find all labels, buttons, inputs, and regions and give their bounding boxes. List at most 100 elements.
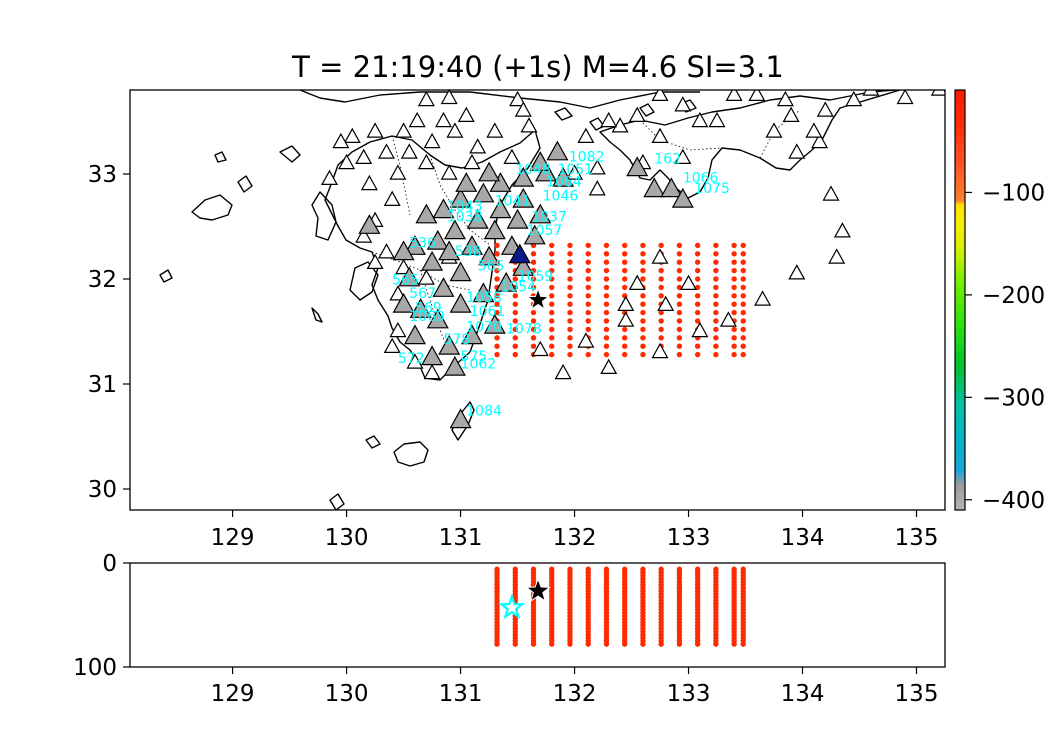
depth-grid-point: [640, 641, 646, 647]
grid-point: [567, 242, 573, 249]
station-marker: [600, 111, 618, 128]
grid-point: [512, 351, 518, 358]
grid-point: [658, 267, 664, 274]
grid-point: [658, 242, 664, 249]
station-marker: [588, 180, 606, 196]
station-label: 1041: [495, 194, 531, 210]
grid-point: [512, 301, 518, 307]
x-tick-label: 132: [553, 525, 597, 551]
grid-point: [640, 267, 646, 274]
grid-point: [494, 343, 500, 349]
grid-point: [731, 301, 737, 307]
grid-point: [640, 259, 646, 265]
grid-point: [585, 267, 591, 274]
grid-point: [567, 326, 573, 333]
grid-point: [603, 309, 610, 316]
station-marker-triggered: [443, 355, 466, 376]
station-marker-triggered: [460, 324, 484, 345]
grid-point: [621, 276, 628, 282]
grid-point: [494, 276, 500, 282]
station-label: 1082: [569, 149, 605, 165]
station-marker: [469, 138, 487, 154]
station-marker-triggered: [438, 334, 461, 355]
grid-point: [640, 309, 646, 316]
grid-point: [585, 284, 591, 291]
station-marker: [611, 117, 629, 133]
station-marker: [343, 127, 361, 143]
station-marker: [651, 90, 669, 102]
grid-point: [713, 351, 719, 358]
station-label: 1046: [543, 188, 579, 204]
grid-point: [549, 293, 555, 299]
station-marker: [754, 290, 772, 306]
station-marker: [423, 363, 441, 380]
grid-point: [603, 301, 610, 307]
grid-point: [603, 293, 610, 299]
station-marker: [719, 311, 737, 327]
station-marker-triggered: [426, 229, 449, 250]
grid-point: [740, 242, 746, 249]
depth-grid-point: [676, 641, 683, 647]
depth-grid-point: [567, 641, 573, 647]
coastline-koshiki: [311, 307, 323, 323]
grid-point: [603, 335, 610, 341]
station-marker-triggered: [529, 151, 552, 171]
station-marker-triggered: [483, 219, 506, 240]
grid-point: [567, 251, 573, 257]
station-marker-triggered: [432, 198, 455, 219]
grid-point: [567, 351, 573, 358]
station-marker-triggered: [489, 198, 512, 219]
grid-point: [585, 293, 591, 299]
grid-point: [567, 309, 573, 316]
grid-point: [694, 267, 701, 274]
map-x-axis: 129 130 131 132 133 134 135: [211, 510, 938, 551]
grid-point: [740, 276, 746, 282]
station-marker: [845, 90, 863, 107]
station-marker: [423, 132, 441, 149]
grid-point: [530, 318, 537, 324]
station-marker-triggered: [455, 172, 478, 192]
grid-point: [694, 309, 701, 316]
station-marker-triggered: [472, 282, 495, 303]
depth-background: [130, 563, 945, 667]
station-label: 536: [409, 236, 436, 252]
grid-point: [676, 251, 683, 257]
grid-point: [713, 284, 719, 291]
grid-point: [549, 251, 555, 257]
station-marker: [782, 106, 800, 123]
station-label: 1061: [470, 304, 506, 320]
station-marker: [811, 132, 829, 149]
grid-point: [512, 276, 518, 282]
grid-point: [731, 267, 737, 274]
grid-point: [494, 293, 500, 299]
grid-point: [549, 335, 555, 341]
grid-point: [676, 351, 683, 358]
station-marker: [417, 269, 435, 285]
station-marker-triggered: [460, 235, 484, 255]
grid-point: [713, 251, 719, 257]
station-marker-triggered: [472, 182, 495, 203]
station-marker: [400, 143, 418, 159]
station-marker-triggered: [398, 266, 421, 287]
grid-point: [585, 259, 591, 265]
grid-point: [640, 343, 646, 349]
station-marker-triggered: [534, 161, 558, 182]
grid-point: [731, 309, 737, 316]
depth-x-axis: 129 130 131 132 133 134 135: [211, 667, 938, 707]
grid-point: [549, 284, 555, 291]
grid-point: [731, 335, 737, 341]
station-marker-triggered: [443, 219, 466, 240]
station-marker: [440, 164, 458, 180]
station-marker: [565, 164, 584, 180]
station-label: 1064: [546, 175, 582, 191]
grid-point: [494, 251, 500, 257]
depth-content: [494, 566, 746, 647]
grid-point: [530, 267, 537, 274]
station-label: 1084: [466, 404, 502, 420]
grid-point: [731, 259, 737, 265]
station-marker: [765, 122, 783, 138]
grid-point: [603, 326, 610, 333]
station-marker: [788, 143, 806, 159]
grid-point: [621, 326, 628, 333]
grid-point: [512, 318, 518, 324]
